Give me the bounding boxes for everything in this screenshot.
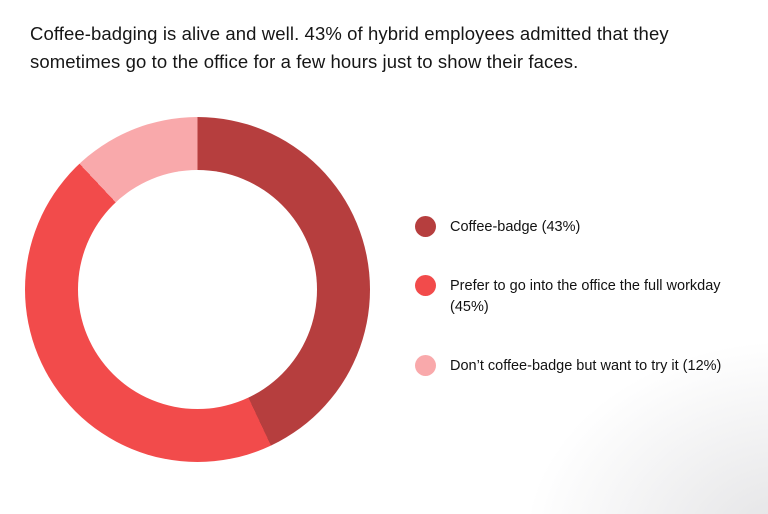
donut-hole	[78, 170, 317, 409]
legend-item: Coffee-badge (43%)	[415, 216, 760, 237]
legend-color-dot-icon	[415, 216, 436, 237]
legend-label: Prefer to go into the office the full wo…	[450, 278, 721, 315]
legend-label: Don’t coffee-badge but want to try it (1…	[450, 357, 722, 374]
legend-color-dot-icon	[415, 275, 436, 297]
chart-title: Coffee-badging is alive and well. 43% of…	[30, 23, 669, 72]
legend-item: Prefer to go into the office the full wo…	[415, 275, 760, 317]
legend-item: Don’t coffee-badge but want to try it (1…	[415, 354, 760, 376]
legend-label: Coffee-badge (43%)	[450, 219, 581, 235]
chart-legend: Coffee-badge (43%) Prefer to go into the…	[415, 216, 760, 376]
donut-chart-container	[25, 117, 370, 462]
legend-color-dot-icon	[415, 354, 436, 376]
